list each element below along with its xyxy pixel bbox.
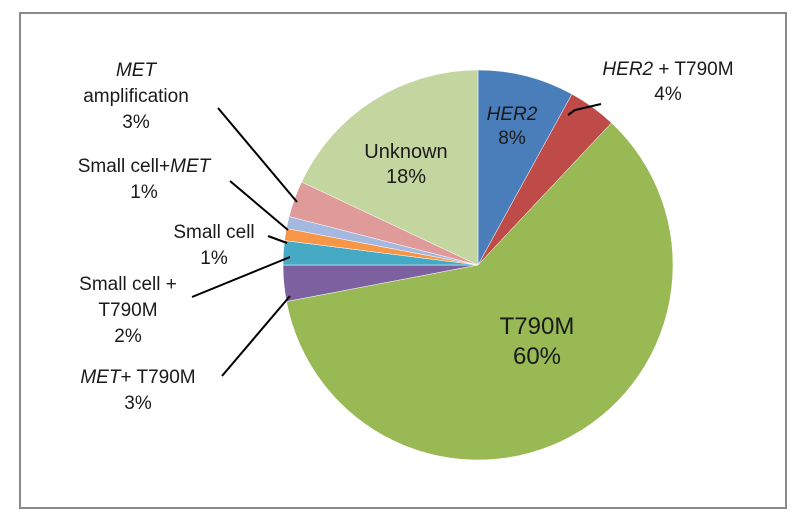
label-met-amp-gene: MET	[116, 60, 158, 81]
label-met-t790m-value: 3%	[124, 393, 152, 414]
pie-slice-unknown	[301, 69, 479, 266]
label-unknown-name: Unknown	[364, 141, 447, 163]
leader-met-amplification	[217, 107, 298, 203]
label-met-amp-value: 3%	[122, 112, 150, 133]
label-her2-value: 8%	[498, 128, 526, 149]
label-met-t790m-gene: MET	[80, 367, 122, 388]
label-met-amp-line2: amplification	[83, 86, 189, 107]
label-smallcell-met-value: 1%	[130, 182, 158, 203]
label-smallcell-t790m-line1: Small cell +	[79, 274, 177, 295]
label-met-t790m-rest: + T790M	[120, 367, 195, 388]
leader-smallcell-met	[229, 180, 289, 231]
label-her2-t790m-gene: HER2	[602, 59, 653, 80]
label-her2-t790m-name: HER2 + T790M	[602, 59, 733, 80]
label-smallcell-t790m-value: 2%	[114, 326, 142, 347]
label-t790m-value: 60%	[513, 343, 561, 370]
label-smallcell-met-name: Small cell+MET	[78, 156, 212, 177]
leader-smallcell-t790m	[191, 256, 291, 298]
leader-met-t790m	[221, 295, 291, 377]
pie-slices	[282, 69, 674, 461]
label-smallcell-value: 1%	[200, 248, 228, 269]
label-smallcell-t790m-line2: T790M	[98, 300, 157, 321]
leader-smallcell	[267, 235, 288, 244]
leader-lines	[191, 103, 602, 377]
label-smallcell-met-gene: MET	[170, 156, 212, 177]
label-smallcell-name: Small cell	[173, 222, 254, 243]
label-unknown-value: 18%	[386, 166, 426, 188]
label-her2-t790m-value: 4%	[654, 84, 682, 105]
label-met-t790m-name: MET+ T790M	[80, 367, 195, 388]
label-smallcell-met-prefix: Small cell+	[78, 156, 170, 177]
pie-slice-t790m	[286, 122, 674, 461]
pie-slice-her2	[477, 69, 573, 266]
label-her2-name: HER2	[487, 104, 538, 125]
label-her2-t790m-rest: + T790M	[653, 59, 733, 80]
leader-her2-t790m	[567, 103, 602, 116]
label-t790m-name: T790M	[500, 313, 575, 340]
